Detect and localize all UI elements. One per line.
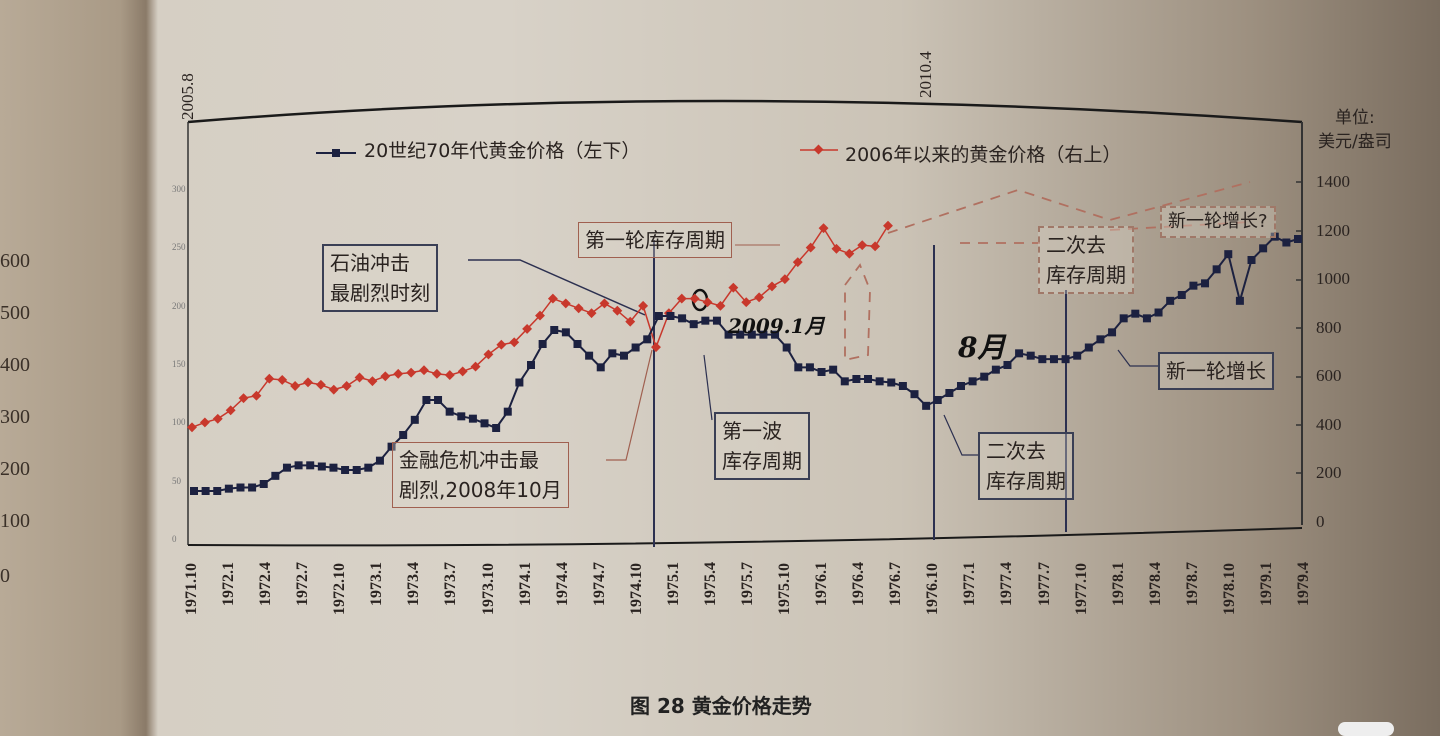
left-page-tick: 200 [0, 458, 30, 480]
x-tick-label: 1972.4 [257, 562, 275, 606]
left-page-tick: 0 [0, 565, 10, 587]
x-tick-label: 1978.7 [1183, 562, 1201, 606]
x-tick-label: 1975.1 [664, 562, 682, 606]
x-tick-label: 1978.10 [1220, 562, 1238, 615]
x-tick-label: 1978.1 [1109, 562, 1127, 606]
left-y-tick: 50 [172, 475, 181, 486]
annotation-second-destock-lower: 二次去 库存周期 [978, 432, 1074, 500]
unit-label: 单位: 美元/盎司 [1318, 106, 1392, 154]
x-tick-label: 1975.7 [739, 562, 756, 606]
handwritten-note-aug: 8月 [958, 331, 1006, 364]
x-tick-label: 1978.4 [1146, 562, 1164, 606]
x-tick-label: 1972.7 [294, 562, 312, 606]
x-tick-label: 1975.4 [701, 562, 719, 606]
unit-line-2: 美元/盎司 [1318, 132, 1392, 152]
x-tick-label: 1979.4 [1295, 562, 1312, 606]
left-page-margin: 600 500 400 300 200 100 0 [0, 0, 148, 732]
annotation-first-wave: 第一波 库存周期 [714, 412, 810, 480]
annotation-financial-crisis: 金融危机冲击最 剧烈,2008年10月 [392, 442, 569, 508]
x-tick-label: 1979.1 [1257, 562, 1275, 606]
x-tick-label: 1976.10 [924, 562, 942, 615]
annotation-new-growth-question: 新一轮增长? [1160, 206, 1276, 238]
x-tick-label: 1977.1 [961, 562, 979, 606]
x-tick-label: 1976.1 [813, 562, 831, 606]
x-tick-label: 1973.4 [405, 562, 423, 606]
right-y-tick: 400 [1316, 414, 1342, 434]
x-tick-label: 1977.10 [1072, 562, 1090, 615]
right-y-tick: 1400 [1316, 172, 1350, 191]
legend-item-1970s: 20世纪70年代黄金价格（左下） [364, 140, 641, 162]
left-y-tick: 150 [172, 359, 186, 369]
annotation-new-growth: 新一轮增长 [1158, 352, 1274, 390]
left-y-tick: 200 [172, 300, 186, 311]
right-y-tick: 600 [1316, 366, 1342, 386]
x-tick-label: 1972.1 [220, 562, 238, 606]
unit-line-1: 单位: [1335, 108, 1375, 128]
left-y-tick: 300 [172, 184, 186, 194]
annotation-first-cycle: 第一轮库存周期 [578, 222, 732, 258]
x-tick-label: 1973.7 [442, 562, 460, 606]
left-y-tick: 100 [172, 417, 186, 428]
left-y-tick: 0 [172, 534, 177, 544]
left-page-tick: 300 [0, 406, 30, 428]
legend-square-marker-icon [332, 149, 340, 157]
x-tick-label: 1975.10 [776, 562, 794, 615]
watermark-badge [1338, 722, 1394, 736]
x-tick-label: 1977.4 [998, 562, 1016, 606]
right-y-tick: 1200 [1316, 220, 1350, 240]
annotation-oil-shock: 石油冲击 最剧烈时刻 [322, 244, 438, 312]
x-tick-label: 1974.7 [590, 562, 608, 606]
x-tick-label: 1976.4 [850, 562, 868, 606]
x-tick-label: 1976.7 [887, 562, 905, 606]
handwritten-note-2009: 2009.1月 [728, 314, 825, 338]
figure-caption: 图 28 黄金价格走势 [630, 694, 812, 718]
legend-item-2006: 2006年以来的黄金价格（右上） [845, 144, 1122, 166]
x-tick-label: 1973.1 [368, 562, 386, 606]
left-page-tick: 400 [0, 354, 30, 376]
right-y-tick: 1000 [1316, 269, 1350, 289]
left-page-tick: 600 [0, 250, 30, 272]
right-y-tick: 200 [1316, 463, 1342, 483]
red-series-line [187, 220, 893, 433]
blue-series-line [190, 232, 1302, 495]
left-page-tick: 500 [0, 302, 30, 324]
right-y-tick: 0 [1316, 512, 1325, 531]
left-page-tick: 100 [0, 510, 30, 532]
legend-diamond-marker-icon [813, 144, 824, 155]
x-tick-label: 1973.10 [479, 562, 497, 615]
x-tick-label: 1974.4 [553, 562, 571, 606]
x-tick-label: 1977.7 [1035, 562, 1053, 606]
x-tick-label: 1971.10 [183, 562, 200, 615]
x-tick-label: 1972.10 [331, 562, 349, 615]
x-tick-label: 1974.10 [627, 562, 645, 615]
right-y-tick: 800 [1316, 317, 1342, 337]
x-tick-label: 1974.1 [516, 562, 534, 606]
annotation-second-destock-upper: 二次去 库存周期 [1038, 226, 1134, 294]
left-y-tick: 250 [172, 242, 186, 253]
